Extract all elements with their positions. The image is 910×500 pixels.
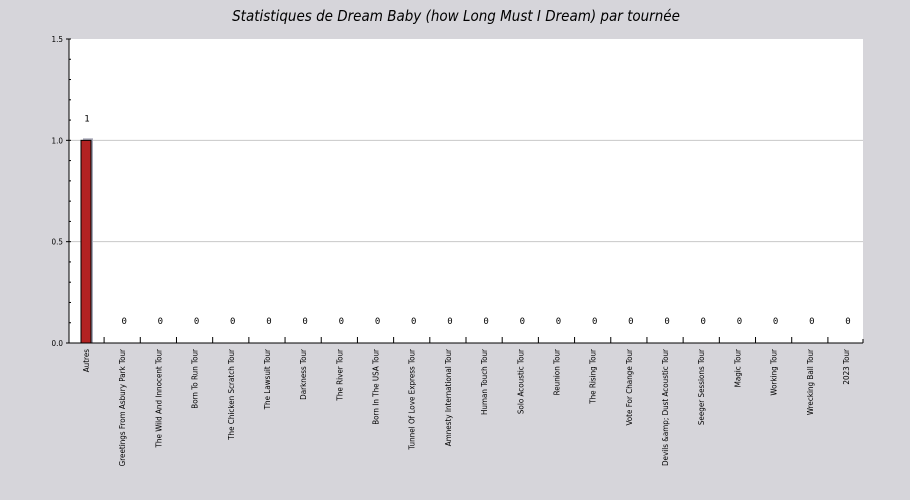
data-label: 0: [230, 317, 235, 327]
y-tick-label: 1.5: [52, 35, 63, 44]
y-tick-label: 0.0: [52, 339, 64, 348]
x-tick-label: Human Touch Tour: [480, 349, 489, 415]
data-label: 0: [194, 317, 199, 327]
x-tick-label: The Chicken Scratch Tour: [227, 349, 236, 441]
x-tick-label: Greetings From Asbury Park Tour: [118, 349, 127, 466]
x-tick-label: Seeger Sessions Tour: [697, 349, 706, 425]
data-label: 0: [664, 317, 669, 327]
data-label: 0: [266, 317, 271, 327]
data-label: 0: [483, 317, 488, 327]
data-label: 0: [520, 317, 525, 327]
x-tick-label: The River Tour: [335, 349, 344, 402]
x-tick-label: Wrecking Ball Tour: [806, 349, 815, 415]
x-axis-ticks: Autres Greetings From Asbury Park Tour The…: [82, 337, 851, 466]
x-tick-label: Devils &amp; Dust Acoustic Tour: [661, 349, 670, 466]
data-label: 0: [628, 317, 633, 327]
x-tick-label: The Wild And Innocent Tour: [154, 349, 163, 449]
x-tick-label: 2023 Tour: [842, 349, 851, 385]
x-tick-label: Autres: [82, 349, 91, 373]
data-label: 1: [84, 114, 89, 124]
data-label: 0: [701, 317, 706, 327]
x-tick-label: Born In The USA Tour: [372, 349, 381, 425]
data-label: 0: [773, 317, 778, 327]
y-axis-ticks: 0.0 0.5 1.0 1.5: [52, 35, 71, 348]
data-label: 0: [121, 317, 126, 327]
data-label: 0: [411, 317, 416, 327]
y-tick-label: 0.5: [52, 238, 63, 247]
bar: [80, 139, 92, 344]
x-tick-label: Vote For Change Tour: [625, 349, 634, 426]
data-label: 0: [809, 317, 814, 327]
data-label: 0: [556, 317, 561, 327]
chart-title: Statistiques de Dream Baby (how Long Mus…: [232, 7, 680, 25]
data-label: 0: [737, 317, 742, 327]
x-tick-label: Amnesty International Tour: [444, 349, 453, 446]
data-label: 0: [339, 317, 344, 327]
data-label: 0: [302, 317, 307, 327]
x-tick-label: Reunion Tour: [552, 349, 561, 395]
x-tick-label: Solo Acoustic Tour: [516, 349, 525, 414]
data-label: 0: [158, 317, 163, 327]
data-label: 0: [845, 317, 850, 327]
gridlines: [69, 139, 863, 243]
data-label: 0: [447, 317, 452, 327]
x-tick-label: Born To Run Tour: [191, 349, 200, 409]
x-tick-label: The Lawsuit Tour: [263, 349, 272, 410]
x-tick-label: Darkness Tour: [299, 349, 308, 400]
data-label: 0: [375, 317, 380, 327]
x-tick-label: Tunnel Of Love Express Tour: [408, 349, 417, 451]
bars: [80, 138, 93, 344]
y-tick-label: 1.0: [52, 136, 64, 145]
x-tick-label: Working Tour: [770, 349, 779, 396]
x-tick-label: Magic Tour: [733, 349, 742, 387]
plot-area: [69, 39, 863, 343]
data-labels: 1 0 0 0 0 0 0 0 0 0 0 0 0 0 0 0 0 0 0 0 0 0: [84, 114, 850, 327]
data-label: 0: [592, 317, 597, 327]
x-tick-label: The Rising Tour: [589, 349, 598, 405]
